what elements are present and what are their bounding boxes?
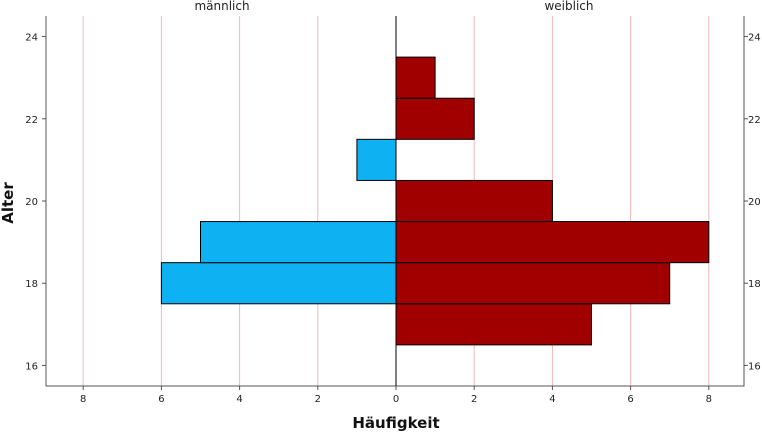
plot-border	[45, 16, 745, 387]
bar-female-age-22	[395, 97, 475, 140]
x-tick-label: 4	[549, 394, 555, 405]
bar-female-age-18	[395, 262, 671, 305]
x-tick-label: 6	[627, 394, 633, 405]
y-tick-label-left: 24	[25, 33, 38, 44]
bar-female-age-19	[395, 221, 710, 264]
x-axis-title: Häufigkeit	[352, 414, 439, 432]
bar-male-age-18	[160, 262, 397, 305]
y-tick-label-right: 20	[748, 197, 761, 208]
pane-label-male: männlich	[194, 0, 249, 13]
y-tick-label-right: 16	[748, 361, 761, 372]
y-tick-label-right: 22	[748, 115, 761, 126]
gridlines	[82, 16, 710, 386]
y-tick-label-left: 18	[25, 279, 38, 290]
y-tick-label-right: 18	[748, 279, 761, 290]
x-tick-label: 8	[80, 394, 86, 405]
x-tick-label: 2	[315, 394, 321, 405]
y-tick-label-right: 24	[748, 33, 761, 44]
bar-female-age-17	[395, 303, 592, 346]
y-tick-label-left: 16	[25, 361, 38, 372]
bars	[160, 56, 710, 346]
x-tick-label: 4	[236, 394, 242, 405]
y-tick-label-left: 22	[25, 115, 38, 126]
y-axis-title: Alter	[0, 182, 17, 224]
x-tick-label: 0	[393, 394, 399, 405]
bar-male-age-19	[200, 221, 397, 264]
x-tick-label: 6	[158, 394, 164, 405]
pane-label-female: weiblich	[544, 0, 593, 13]
x-tick-label: 8	[706, 394, 712, 405]
bar-female-age-23	[395, 56, 436, 99]
bar-female-age-20	[395, 179, 553, 223]
bar-male-age-21	[356, 138, 397, 181]
x-tick-label: 2	[471, 394, 477, 405]
plot-frame	[45, 16, 745, 387]
y-tick-label-left: 20	[25, 197, 38, 208]
